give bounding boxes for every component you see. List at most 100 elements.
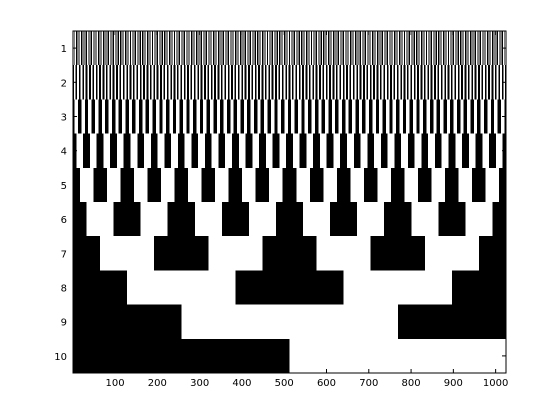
image-cell-run: [497, 31, 498, 66]
image-cell-run: [278, 65, 281, 100]
image-cell-run: [172, 31, 174, 66]
image-cell-run: [453, 31, 454, 66]
y-tick-label: 7: [61, 249, 67, 260]
image-cell-run: [92, 65, 95, 100]
image-cell-run: [301, 99, 305, 134]
image-cell-run: [294, 31, 295, 66]
image-cell-run: [119, 31, 121, 66]
image-cell-run: [382, 99, 386, 134]
image-cell-run: [158, 31, 160, 66]
image-cell-run: [286, 133, 293, 168]
image-cell-run: [490, 99, 495, 134]
image-cell-run: [305, 31, 307, 66]
image-cell-run: [378, 31, 380, 66]
image-cell-run: [264, 65, 267, 100]
image-cell-run: [389, 99, 393, 134]
image-cell-run: [130, 31, 131, 66]
image-cell-run: [365, 31, 367, 66]
image-cell-run: [255, 31, 257, 66]
image-cell-run: [392, 31, 394, 66]
image-cell-run: [197, 65, 200, 100]
image-cell-run: [79, 31, 81, 66]
image-cell-run: [383, 31, 385, 66]
image-cell-run: [348, 31, 350, 66]
image-cell-run: [251, 65, 254, 100]
image-cell-run: [407, 65, 409, 100]
image-cell-run: [470, 31, 471, 66]
image-cell-run: [368, 31, 370, 66]
image-cell-run: [329, 31, 331, 66]
image-cell-run: [73, 236, 101, 271]
image-cell-run: [207, 31, 209, 66]
image-cell-run: [314, 99, 319, 134]
image-cell-run: [193, 65, 196, 100]
image-cell-run: [150, 133, 158, 168]
image-cell-run: [404, 31, 405, 66]
image-cell-run: [474, 65, 477, 100]
image-cell-run: [170, 65, 172, 100]
image-cell-run: [102, 65, 105, 100]
image-cell-run: [448, 133, 456, 168]
image-cell-run: [430, 65, 433, 100]
image-cell-run: [263, 31, 265, 66]
image-cell-run: [351, 31, 353, 66]
image-cell-run: [133, 31, 135, 66]
image-cell-run: [456, 31, 458, 66]
image-cell-run: [375, 31, 377, 66]
image-cell-run: [164, 133, 172, 168]
image-cell-run: [400, 65, 402, 100]
image-cell-run: [177, 133, 185, 168]
image-cell-run: [423, 65, 426, 100]
image-row-7: [73, 236, 507, 271]
image-cell-run: [463, 99, 468, 134]
image-cell-run: [248, 31, 250, 66]
image-cell-run: [352, 65, 355, 100]
image-cell-run: [361, 31, 363, 66]
image-cell-run: [211, 31, 213, 66]
image-cell-run: [135, 31, 137, 66]
image-cell-run: [311, 31, 312, 66]
y-tick-label: 9: [61, 318, 67, 329]
image-cell-run: [393, 65, 396, 100]
image-cell-run: [498, 65, 501, 100]
image-cell-run: [459, 31, 461, 66]
image-cell-run: [91, 31, 93, 66]
image-cell-run: [104, 31, 106, 66]
image-cell-run: [322, 65, 325, 100]
image-cell-run: [472, 167, 486, 202]
x-tick-label: 500: [275, 378, 294, 389]
image-cell-run: [196, 31, 197, 66]
image-cell-run: [349, 65, 352, 100]
image-cell-run: [475, 133, 483, 168]
image-cell-run: [147, 167, 161, 202]
image-cell-run: [187, 31, 189, 66]
image-cell-run: [126, 31, 128, 66]
image-cell-run: [484, 99, 488, 134]
image-cell-run: [101, 31, 103, 66]
image-cell-run: [497, 99, 501, 134]
image-cell-run: [82, 31, 84, 66]
image-cell-run: [97, 31, 99, 66]
image-cell-run: [204, 133, 212, 168]
image-cell-run: [77, 31, 79, 66]
image-cell-run: [245, 31, 246, 66]
image-cell-run: [309, 31, 311, 66]
image-cell-run: [121, 31, 123, 66]
image-cell-run: [78, 99, 82, 134]
image-cell-run: [177, 31, 179, 66]
image-cell-run: [419, 31, 421, 66]
image-cell-run: [267, 99, 271, 134]
image-cell-run: [138, 99, 143, 134]
image-cell-run: [73, 202, 87, 237]
image-cell-run: [173, 65, 176, 100]
image-cell-run: [275, 31, 277, 66]
image-cell-run: [290, 31, 292, 66]
image-cell-run: [187, 65, 189, 100]
image-cell-run: [475, 31, 476, 66]
image-cell-run: [84, 31, 86, 66]
image-cell-run: [346, 31, 348, 66]
image-cell-run: [237, 65, 240, 100]
image-cell-run: [143, 65, 145, 100]
image-cell-run: [396, 99, 400, 134]
image-cell-run: [402, 31, 404, 66]
